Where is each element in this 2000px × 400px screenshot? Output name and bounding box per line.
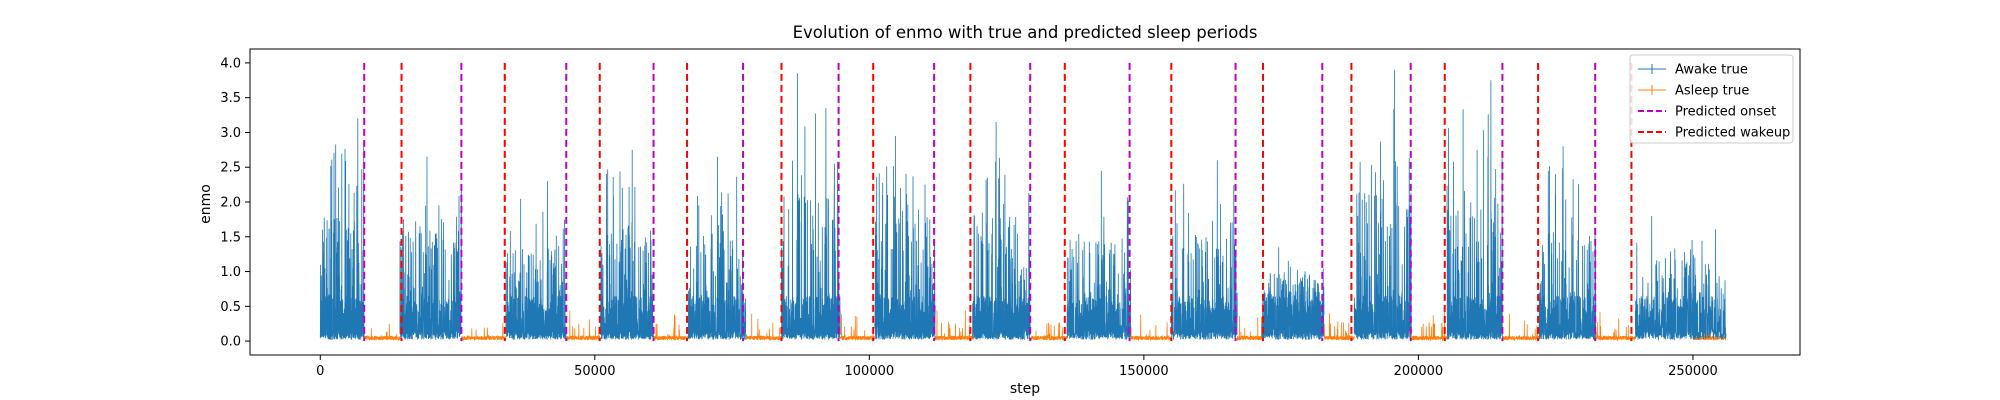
x-axis-ticks: 0 50000 100000 150000 200000 250000 [316,355,1718,379]
asleep-series-segment [1130,314,1172,342]
x-tick-label: 100000 [845,364,895,379]
asleep-series-segment [363,323,401,342]
legend-label: Predicted wakeup [1675,126,1790,141]
y-tick-label: 2.0 [220,196,241,211]
awake-series-segment [1634,215,1727,342]
awake-series-segment [1170,160,1238,340]
plot-area [319,62,1727,342]
asleep-series-segment [653,314,689,342]
y-axis-ticks: 0.0 0.5 1.0 1.5 2.0 2.5 3.0 3.5 4.0 [220,56,250,350]
awake-series-segment [1261,247,1325,341]
x-tick-label: 0 [316,364,324,379]
y-tick-label: 0.0 [220,335,241,350]
y-tick-label: 4.0 [220,56,241,71]
x-axis-label: step [1010,381,1040,397]
asleep-series-segment [1595,311,1636,342]
awake-series-segment [781,73,841,341]
asleep-series-segment [1502,314,1540,342]
y-tick-label: 1.5 [220,230,241,245]
y-tick-label: 2.5 [220,161,241,176]
y-tick-label: 1.0 [220,265,241,280]
asleep-series-segment [461,323,507,342]
y-tick-label: 3.5 [220,91,241,106]
asleep-series-segment [1323,313,1355,341]
x-tick-label: 50000 [574,364,615,379]
asleep-series-segment [745,313,782,342]
x-tick-label: 250000 [1668,364,1718,379]
awake-series-segment [599,149,654,340]
x-tick-label: 200000 [1394,364,1444,379]
legend-label: Asleep true [1675,84,1749,99]
y-tick-label: 3.0 [220,126,241,141]
legend-label: Predicted onset [1675,105,1776,120]
x-tick-label: 150000 [1119,364,1169,379]
asleep-series-segment [565,310,601,342]
asleep-series-segment [839,314,876,342]
chart-title: Evolution of enmo with true and predicte… [793,23,1258,42]
awake-series-segment [1538,146,1597,340]
legend-label: Awake true [1675,63,1748,78]
asleep-series-segment [1029,322,1068,342]
legend: Awake true Asleep true Predicted onset Pred… [1629,54,1794,144]
awake-series-segment [1353,69,1412,340]
awake-series-segment [505,181,567,341]
asleep-series-segment [1410,310,1448,342]
awake-series-segment [399,156,462,340]
awake-series-segment [874,135,936,341]
asleep-series-segment [1236,316,1263,341]
awake-series-segment [1066,170,1132,340]
awake-series-segment [319,118,365,340]
y-axis-label: enmo [198,184,214,224]
awake-series-segment [687,156,747,341]
legend-box [1629,54,1794,144]
awake-series-segment [972,121,1031,340]
awake-series-segment [1446,80,1503,340]
y-tick-label: 0.5 [220,300,241,315]
asleep-series-segment [934,310,973,342]
